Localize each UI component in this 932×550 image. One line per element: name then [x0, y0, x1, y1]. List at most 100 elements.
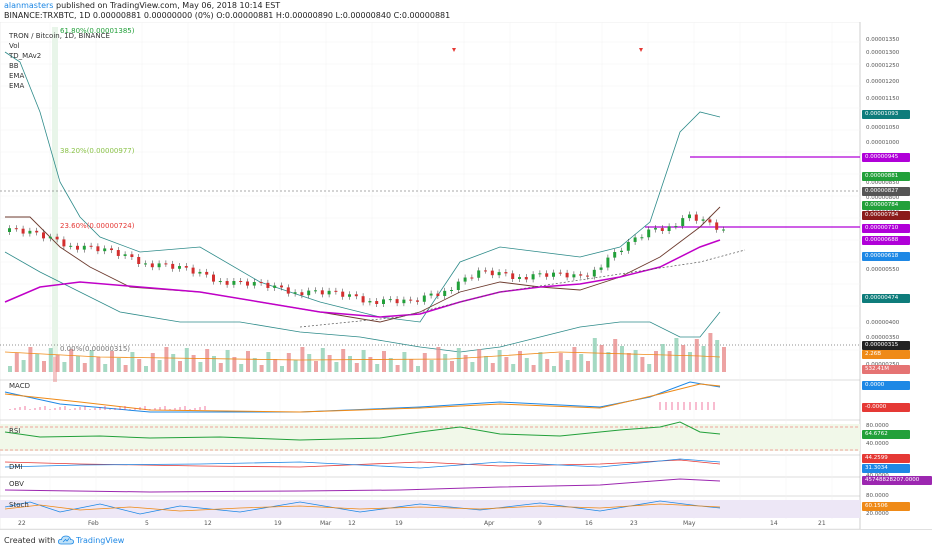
- candle: [48, 236, 52, 239]
- time-axis-label: Mar: [320, 520, 332, 527]
- time-axis-label: 9: [538, 520, 542, 527]
- legend-ema-1[interactable]: EMA: [9, 72, 25, 80]
- macd-label[interactable]: MACD: [9, 382, 30, 390]
- candle: [620, 250, 623, 253]
- plot-border: [0, 22, 861, 529]
- candle: [579, 274, 583, 276]
- candle: [14, 228, 18, 230]
- volume-bar: [613, 339, 618, 372]
- macd-tag: 0.0000: [862, 381, 910, 390]
- time-axis-label: 12: [348, 520, 356, 527]
- stoch-d-line: [4, 503, 721, 512]
- candle: [110, 248, 113, 251]
- volume-bar: [293, 360, 298, 372]
- price-tag: 2.26B: [862, 350, 910, 359]
- candle: [76, 245, 79, 250]
- time-axis-label: 14: [770, 520, 778, 527]
- fib-382-label: 38.20%(0.00000977): [60, 147, 135, 155]
- volume-bar: [688, 352, 692, 372]
- ema-long: [4, 239, 721, 318]
- price-axis-label: 0.00000400: [866, 320, 900, 326]
- candle: [184, 266, 188, 268]
- candle: [688, 214, 691, 219]
- legend-bb[interactable]: BB: [9, 62, 19, 70]
- candle: [191, 267, 195, 274]
- time-axis-label: 5: [145, 520, 149, 527]
- volume-bar: [116, 358, 121, 372]
- volume-bar: [280, 366, 284, 372]
- volume-bar: [348, 356, 352, 372]
- candle: [280, 285, 283, 288]
- price-axis-label: 0.00001250: [866, 63, 900, 69]
- candle: [395, 299, 399, 304]
- price-tag: 0.00000315: [862, 341, 910, 350]
- candle: [518, 277, 521, 279]
- time-axis-label: 22: [18, 520, 26, 527]
- volume-bar: [681, 345, 686, 372]
- obv-label[interactable]: OBV: [9, 480, 24, 488]
- volume-bar: [82, 363, 87, 372]
- legend-ema-2[interactable]: EMA: [9, 82, 25, 90]
- published-text: published on TradingView.com, May 06, 20…: [56, 1, 281, 10]
- tradingview-brand-link[interactable]: TradingView: [76, 536, 125, 545]
- volume-bar: [205, 349, 210, 372]
- volume-bar: [246, 351, 250, 372]
- volume-bar: [694, 339, 699, 372]
- stoch-axis-80: 80.0000: [866, 493, 889, 499]
- candle: [416, 300, 419, 302]
- volume-bar: [654, 351, 658, 372]
- dmi-label[interactable]: DMI: [9, 463, 23, 471]
- legend-vol[interactable]: Vol: [9, 42, 20, 50]
- legend-td-mav2[interactable]: TD_MAv2: [9, 52, 42, 60]
- price-axis-label: 0.00000800: [866, 195, 900, 201]
- candle: [307, 290, 311, 296]
- price-tag: 0.00000474: [862, 294, 910, 303]
- rsi-axis-80: 80.0000: [866, 423, 889, 429]
- candle: [293, 292, 297, 294]
- volume-bar: [477, 349, 482, 372]
- symbol-title[interactable]: TRON / Bitcoin, 1D, BINANCE: [9, 32, 110, 40]
- chart-canvas[interactable]: [0, 22, 932, 529]
- price-axis-label: 0.00000550: [866, 267, 900, 273]
- candle: [300, 292, 304, 296]
- candle: [674, 226, 678, 227]
- candle: [341, 291, 345, 297]
- candle: [205, 271, 209, 275]
- candle: [450, 290, 453, 291]
- volume-bar: [395, 365, 400, 372]
- volume-bar: [164, 347, 169, 372]
- candle: [694, 214, 698, 221]
- candle: [150, 263, 154, 268]
- candle: [422, 295, 426, 302]
- volume-bar: [96, 357, 101, 372]
- volume-bar: [225, 350, 230, 372]
- candle: [198, 271, 202, 274]
- candle: [647, 229, 651, 238]
- candle: [8, 228, 11, 232]
- stoch-label[interactable]: Stoch: [9, 501, 29, 509]
- volume-bar: [198, 362, 203, 372]
- candle: [490, 270, 494, 276]
- volume-bar: [572, 347, 577, 372]
- volume-bar: [123, 365, 128, 372]
- price-tag: 532.41M: [862, 365, 910, 374]
- candle: [484, 270, 487, 272]
- candle: [266, 282, 270, 288]
- author-link[interactable]: alanmasters: [4, 1, 54, 10]
- candle: [42, 232, 45, 239]
- volume-bar: [252, 358, 257, 372]
- candle: [429, 293, 433, 296]
- volume-bar: [137, 359, 142, 372]
- candle: [348, 294, 351, 297]
- candle: [137, 257, 141, 264]
- trend-line: [299, 249, 746, 328]
- price-axis-label: 0.00001300: [866, 50, 900, 56]
- dmi-minus-line: [4, 458, 721, 469]
- volume-bar: [388, 358, 393, 372]
- volume-bar: [232, 357, 237, 372]
- candle: [89, 245, 93, 247]
- volume-bar: [538, 352, 543, 372]
- rsi-label[interactable]: RSI: [9, 427, 21, 435]
- fib-zone: [52, 27, 58, 357]
- fib-0-label: 0.00%(0.00000315): [60, 345, 131, 353]
